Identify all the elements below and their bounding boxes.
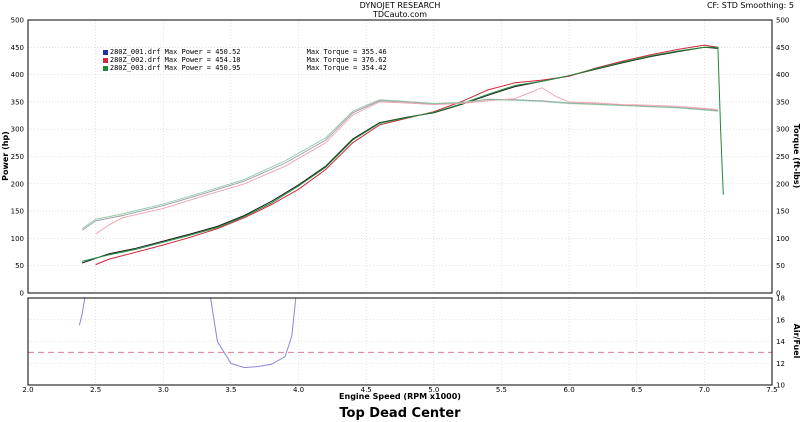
legend-file-3: 280Z_003.drf (109, 64, 161, 72)
y-tick-label-right: 200 (776, 180, 789, 188)
y-tick-label-left: 300 (11, 126, 24, 134)
y-tick-label-left: 450 (11, 44, 24, 52)
legend-swatch-1 (102, 49, 108, 55)
y-axis-label-right: Torque (ft-lbs) (792, 124, 800, 189)
af-tick-label: 18 (776, 295, 785, 303)
y-tick-label-left: 350 (11, 98, 24, 106)
x-tick-label: 6.0 (564, 386, 575, 394)
x-tick-label: 3.5 (225, 386, 236, 394)
y-tick-label-right: 300 (776, 126, 789, 134)
power-curve-run-3 (81, 46, 724, 262)
power-curve-run-1 (81, 46, 718, 264)
y-tick-label-right: 100 (776, 235, 789, 243)
y-tick-label-right: 250 (776, 153, 789, 161)
y-tick-label-right: 500 (776, 17, 789, 25)
legend-row-3: 280Z_003.drf Max Power = 450.95 Max Torqu… (86, 56, 387, 72)
y-tick-label-right: 450 (776, 44, 789, 52)
x-axis-label: Engine Speed (RPM x1000) (339, 392, 461, 401)
legend-file-1: 280Z_001.drf (109, 48, 161, 56)
main-plot-frame (27, 19, 773, 294)
torque-curve-run-3 (81, 99, 718, 229)
y-tick-label-left: 200 (11, 180, 24, 188)
af-tick-label: 16 (776, 316, 785, 324)
legend: 280Z_001.drf Max Power = 450.52 Max Torqu… (86, 40, 387, 72)
legend-file-2: 280Z_002.drf (109, 56, 161, 64)
torque-curve-run-2 (95, 87, 718, 235)
legend-max-power-1: Max Power = 450.52 (164, 48, 241, 56)
af-tick-label: 12 (776, 360, 785, 368)
x-tick-label: 3.0 (158, 386, 169, 394)
legend-swatch-3 (102, 65, 108, 71)
y-tick-label-right: 400 (776, 71, 789, 79)
legend-row-2: 280Z_002.drf Max Power = 454.18 Max Torqu… (86, 48, 387, 64)
x-tick-label: 2.0 (22, 386, 33, 394)
x-tick-label: 4.0 (293, 386, 304, 394)
af-tick-label: 14 (776, 338, 785, 346)
y-tick-label-left: 0 (20, 290, 24, 298)
air-fuel-series (28, 297, 772, 369)
legend-swatch-2 (102, 57, 108, 63)
x-tick-label: 7.5 (766, 386, 777, 394)
header-title: DYNOJET RESEARCH (359, 1, 441, 10)
y-axis-label-left: Power (hp) (1, 131, 10, 181)
x-tick-label: 7.0 (699, 386, 710, 394)
af-plot-frame (27, 297, 773, 386)
legend-max-power-2: Max Power = 454.18 (164, 56, 241, 64)
legend-max-torque-2: Max Torque = 376.62 (306, 56, 387, 64)
power-torque-series (81, 44, 724, 266)
y-tick-label-left: 500 (11, 17, 24, 25)
af-curve-1 (78, 297, 86, 326)
legend-row-1: 280Z_001.drf Max Power = 450.52 Max Torqu… (86, 40, 387, 56)
x-tick-labels: 2.0 2.5 3.0 3.5 4.0 4.5 5.0 5.5 6.0 6.5 7.0 7.5 (22, 386, 777, 394)
x-tick-label: 5.0 (428, 386, 439, 394)
y-tick-label-right: 150 (776, 208, 789, 216)
af-tick-labels: 10 12 14 16 18 (776, 295, 785, 390)
header-subtitle: TDCauto.com (372, 10, 428, 19)
x-tick-label: 4.5 (361, 386, 372, 394)
power-curve-run-2 (95, 44, 718, 266)
legend-max-torque-3: Max Torque = 354.42 (306, 64, 387, 72)
af-curve-2 (210, 297, 297, 369)
y-tick-label-left: 250 (11, 153, 24, 161)
legend-max-power-3: Max Power = 450.95 (164, 64, 241, 72)
x-tick-label: 5.5 (496, 386, 507, 394)
x-tick-label: 6.5 (631, 386, 642, 394)
y-tick-label-right: 0 (776, 290, 780, 298)
y-tick-label-left: 50 (15, 262, 24, 270)
af-grid (27, 297, 773, 386)
af-tick-label: 10 (776, 382, 785, 390)
x-tick-label: 2.5 (90, 386, 101, 394)
y-tick-label-left: 150 (11, 208, 24, 216)
y-tick-label-right: 350 (776, 98, 789, 106)
torque-curve-run-1 (81, 98, 718, 231)
y-tick-label-right: 50 (776, 262, 785, 270)
y-tick-label-left: 400 (11, 71, 24, 79)
settings-readout: CF: STD Smoothing: 5 (706, 1, 794, 10)
af-axis-label: Air/Fuel (792, 324, 800, 359)
y-tick-label-left: 100 (11, 235, 24, 243)
legend-max-torque-1: Max Torque = 355.46 (306, 48, 387, 56)
main-tick-labels: 0 0 50 50 100 100 150 150 200 200 250 250 300 300 350 3… (11, 17, 790, 298)
footer-title: Top Dead Center (339, 406, 461, 421)
